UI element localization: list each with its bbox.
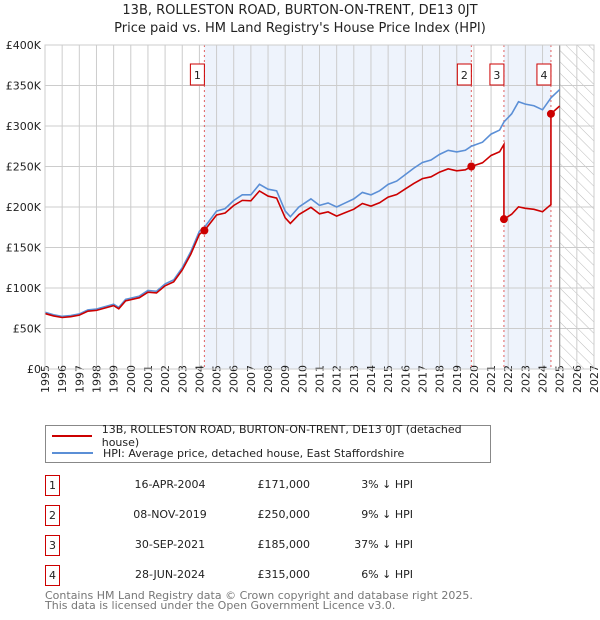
sale-badge-label: 1 bbox=[194, 69, 201, 82]
x-tick-label: 1995 bbox=[39, 365, 52, 393]
chart-title: 13B, ROLLESTON ROAD, BURTON-ON-TRENT, DE… bbox=[122, 3, 478, 18]
plot-border bbox=[44, 44, 595, 370]
x-tick-label: 2003 bbox=[176, 365, 189, 393]
sale-date: 16-APR-2004 bbox=[134, 478, 206, 491]
x-tick-label: 2020 bbox=[468, 365, 481, 393]
x-tick-label: 2019 bbox=[451, 365, 464, 393]
x-tick-label: 2005 bbox=[211, 365, 224, 393]
price-paid-series-line bbox=[44, 105, 561, 319]
sale-point bbox=[467, 162, 476, 171]
legend-item-property: 13B, ROLLESTON ROAD, BURTON-ON-TRENT, DE… bbox=[52, 423, 490, 449]
y-tick-label: £200K bbox=[6, 201, 42, 214]
sale-price: £185,000 bbox=[257, 538, 311, 551]
table-row: 1 16-APR-2004 £171,000 3% ↓ HPI bbox=[45, 475, 445, 497]
x-tick-label: 1996 bbox=[56, 365, 69, 393]
x-tick-label: 2015 bbox=[382, 365, 395, 393]
x-tick-label: 2013 bbox=[348, 365, 361, 393]
footer-copyright: Contains HM Land Registry data © Crown c… bbox=[45, 589, 473, 602]
legend: 13B, ROLLESTON ROAD, BURTON-ON-TRENT, DE… bbox=[45, 423, 491, 463]
sale-date: 30-SEP-2021 bbox=[134, 538, 206, 551]
legend-swatch-blue bbox=[52, 452, 93, 454]
x-tick-label: 2001 bbox=[142, 365, 155, 393]
y-tick-label: £300K bbox=[6, 120, 42, 133]
y-tick-label: £250K bbox=[6, 161, 42, 174]
x-tick-label: 2004 bbox=[193, 365, 206, 393]
sale-marker-badge: 4 bbox=[45, 565, 60, 586]
x-tick-label: 1997 bbox=[73, 365, 86, 393]
x-tick-label: 2006 bbox=[228, 365, 241, 393]
sale-marker-badge: 1 bbox=[45, 475, 60, 496]
sale-point bbox=[499, 215, 508, 224]
y-tick-label: £0 bbox=[27, 363, 41, 376]
sale-hpi-diff: 3% ↓ HPI bbox=[361, 478, 413, 491]
x-tick-label: 1999 bbox=[108, 365, 121, 393]
sale-badge-label: 3 bbox=[493, 69, 500, 82]
x-tick-label: 2022 bbox=[502, 365, 515, 393]
footer-licence: This data is licensed under the Open Gov… bbox=[45, 599, 396, 612]
x-tick-label: 2008 bbox=[262, 365, 275, 393]
sale-badge-label: 4 bbox=[540, 69, 547, 82]
chart-subtitle: Price paid vs. HM Land Registry's House … bbox=[114, 21, 486, 36]
x-tick-label: 2016 bbox=[399, 365, 412, 393]
table-row: 3 30-SEP-2021 £185,000 37% ↓ HPI bbox=[45, 535, 445, 557]
x-tick-label: 2012 bbox=[331, 365, 344, 393]
x-tick-label: 2010 bbox=[296, 365, 309, 393]
x-tick-label: 2027 bbox=[588, 365, 600, 393]
y-tick-label: £150K bbox=[6, 242, 42, 255]
x-tick-label: 2021 bbox=[485, 365, 498, 393]
hpi-series-line bbox=[44, 88, 561, 318]
sale-marker-badge: 3 bbox=[45, 535, 60, 556]
x-tick-label: 2014 bbox=[365, 365, 378, 393]
sale-hpi-diff: 6% ↓ HPI bbox=[361, 568, 413, 581]
legend-item-hpi: HPI: Average price, detached house, East… bbox=[52, 445, 404, 461]
x-tick-label: 1998 bbox=[90, 365, 103, 393]
sale-price: £250,000 bbox=[257, 508, 311, 521]
sale-price: £315,000 bbox=[257, 568, 311, 581]
sale-badge-box bbox=[456, 63, 472, 86]
sale-price: £171,000 bbox=[257, 478, 311, 491]
sale-badge-box bbox=[489, 63, 505, 86]
sale-point bbox=[200, 226, 209, 235]
legend-swatch-red bbox=[52, 435, 92, 437]
sale-hpi-diff: 37% ↓ HPI bbox=[354, 538, 413, 551]
x-tick-label: 2011 bbox=[314, 365, 327, 393]
x-tick-label: 2018 bbox=[434, 365, 447, 393]
x-tick-label: 2023 bbox=[519, 365, 532, 393]
x-tick-label: 2009 bbox=[279, 365, 292, 393]
y-tick-label: £400K bbox=[6, 39, 42, 52]
table-row: 4 28-JUN-2024 £315,000 6% ↓ HPI bbox=[45, 565, 445, 587]
sale-point bbox=[546, 109, 555, 118]
x-tick-label: 2024 bbox=[537, 365, 550, 393]
x-tick-label: 2026 bbox=[571, 365, 584, 393]
sale-badge-box bbox=[536, 63, 552, 86]
legend-label: HPI: Average price, detached house, East… bbox=[103, 446, 405, 460]
x-tick-label: 2017 bbox=[416, 365, 429, 393]
y-tick-label: £50K bbox=[13, 323, 42, 336]
price-chart: 1995 1996 1997 1998 1999 2000 2001 2002 2003 2004… bbox=[6, 39, 600, 393]
x-tick-label: 2002 bbox=[159, 365, 172, 393]
sale-marker-badge: 2 bbox=[45, 505, 60, 526]
sale-badge-label: 2 bbox=[461, 69, 468, 82]
sale-date: 28-JUN-2024 bbox=[134, 568, 206, 581]
table-row: 2 08-NOV-2019 £250,000 9% ↓ HPI bbox=[45, 505, 445, 527]
x-tick-label: 2000 bbox=[125, 365, 138, 393]
legend-label: 13B, ROLLESTON ROAD, BURTON-ON-TRENT, DE… bbox=[101, 423, 462, 449]
y-tick-label: £100K bbox=[6, 282, 42, 295]
sale-date: 08-NOV-2019 bbox=[133, 508, 207, 521]
y-tick-label: £350K bbox=[6, 80, 42, 93]
sale-hpi-diff: 9% ↓ HPI bbox=[361, 508, 413, 521]
x-tick-label: 2007 bbox=[245, 365, 258, 393]
sale-badge-box bbox=[189, 63, 205, 86]
x-tick-label: 2025 bbox=[554, 365, 567, 393]
